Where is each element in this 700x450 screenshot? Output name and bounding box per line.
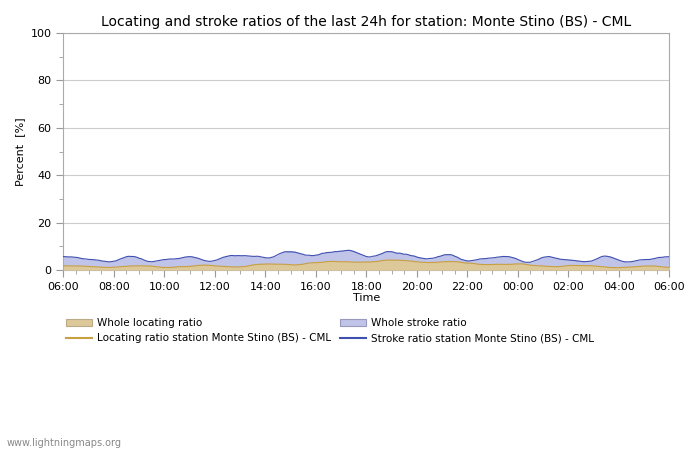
Title: Locating and stroke ratios of the last 24h for station: Monte Stino (BS) - CML: Locating and stroke ratios of the last 2…	[101, 15, 631, 29]
Legend: Whole locating ratio, Locating ratio station Monte Stino (BS) - CML, Whole strok: Whole locating ratio, Locating ratio sta…	[66, 318, 594, 343]
X-axis label: Time: Time	[353, 293, 380, 303]
Y-axis label: Percent  [%]: Percent [%]	[15, 117, 25, 186]
Text: www.lightningmaps.org: www.lightningmaps.org	[7, 438, 122, 448]
